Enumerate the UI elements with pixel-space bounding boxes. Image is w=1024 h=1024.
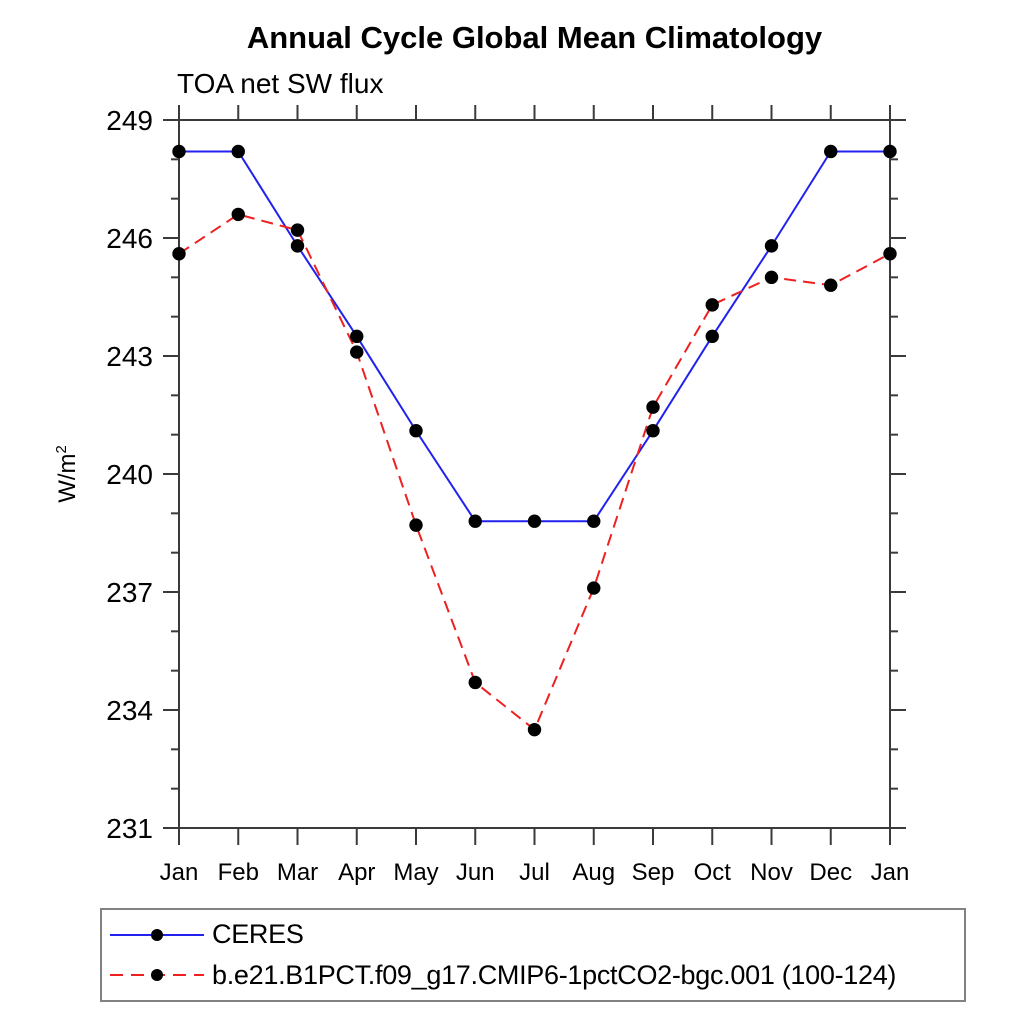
svg-text:May: May xyxy=(393,859,438,886)
legend-label-ceres: CERES xyxy=(212,919,304,950)
svg-text:240: 240 xyxy=(106,459,153,490)
model-sample-marker-icon xyxy=(151,969,163,982)
legend-box: CERES b.e21.B1PCT.f09_g17.CMIP6-1pctCO2-… xyxy=(100,908,966,1002)
legend-row-ceres: CERES xyxy=(102,919,964,950)
svg-text:Mar: Mar xyxy=(277,859,318,886)
svg-text:237: 237 xyxy=(106,577,153,608)
svg-text:Dec: Dec xyxy=(809,859,852,886)
svg-text:231: 231 xyxy=(106,813,153,844)
chart-title: Annual Cycle Global Mean Climatology xyxy=(246,20,823,55)
svg-text:Aug: Aug xyxy=(572,859,615,886)
svg-text:Jun: Jun xyxy=(456,859,495,886)
svg-text:243: 243 xyxy=(106,341,153,372)
svg-text:Jan: Jan xyxy=(160,859,199,886)
ceres-sample-marker-icon xyxy=(151,928,163,941)
legend-row-model: b.e21.B1PCT.f09_g17.CMIP6-1pctCO2-bgc.00… xyxy=(102,960,964,991)
svg-text:234: 234 xyxy=(106,695,153,726)
svg-text:Apr: Apr xyxy=(338,859,375,886)
model-line-sample-icon xyxy=(110,969,204,982)
svg-text:Feb: Feb xyxy=(218,859,259,886)
svg-text:Jan: Jan xyxy=(871,859,910,886)
svg-text:Sep: Sep xyxy=(632,859,675,886)
svg-text:Jul: Jul xyxy=(519,859,550,886)
svg-text:Nov: Nov xyxy=(750,859,793,886)
svg-text:Oct: Oct xyxy=(694,859,732,886)
ceres-line-sample-icon xyxy=(110,928,204,941)
svg-text:246: 246 xyxy=(106,223,153,254)
svg-text:249: 249 xyxy=(106,105,153,136)
legend-label-model: b.e21.B1PCT.f09_g17.CMIP6-1pctCO2-bgc.00… xyxy=(212,959,897,990)
chart-subtitle: TOA net SW flux xyxy=(177,68,384,99)
